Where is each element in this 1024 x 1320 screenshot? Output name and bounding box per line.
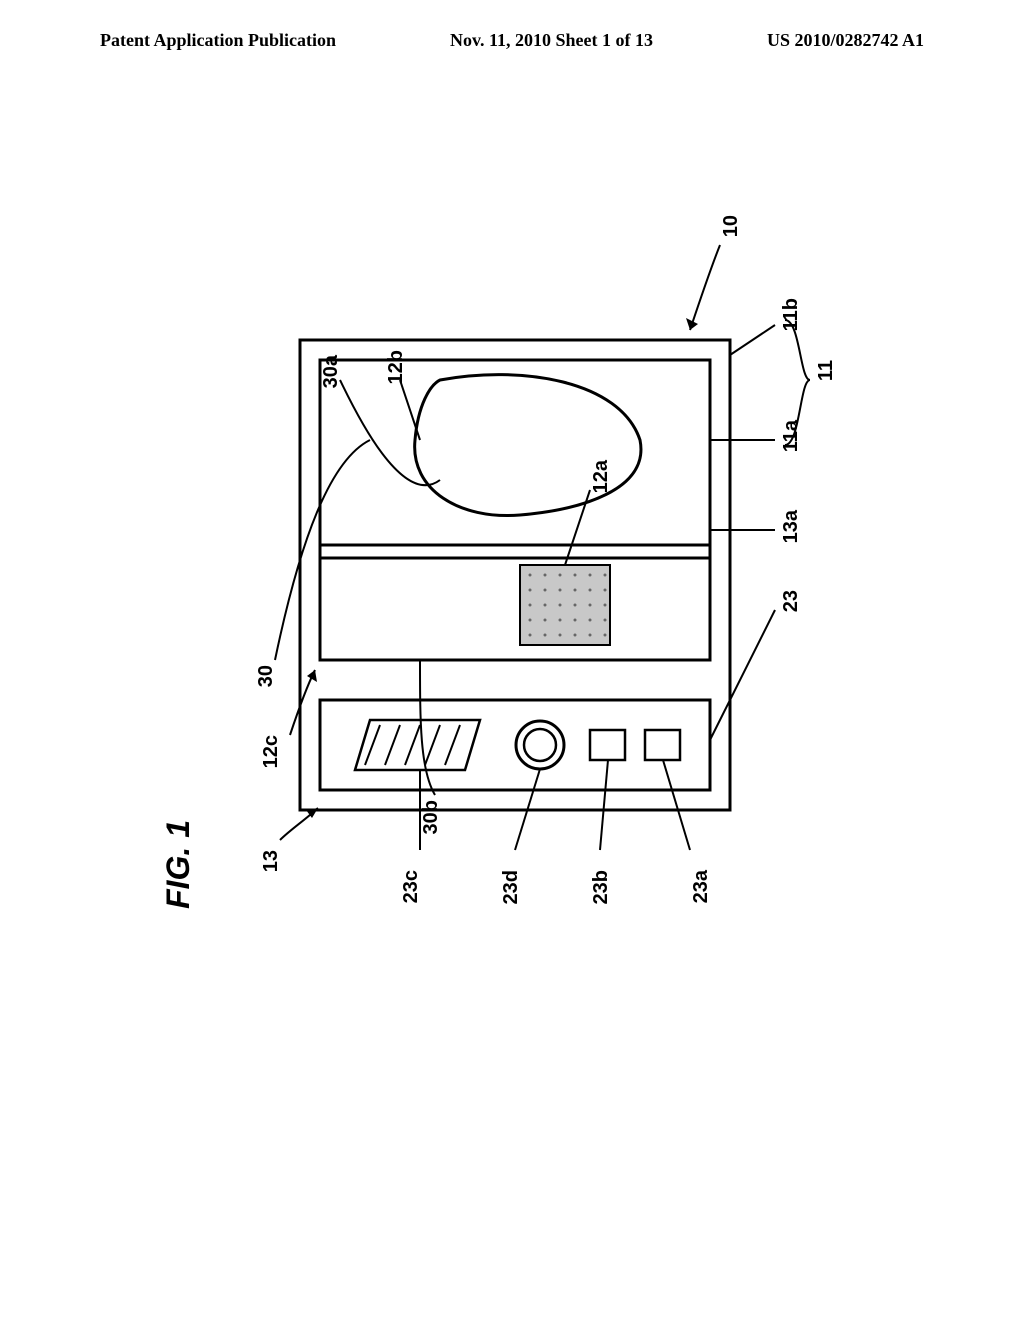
button-23b — [590, 730, 625, 760]
ref-11: 11 — [815, 360, 838, 381]
lead-10-arrow — [686, 318, 698, 330]
ref-12c: 12c — [260, 735, 283, 768]
lead-10 — [690, 245, 720, 330]
knob-23d-inner — [524, 729, 556, 761]
ref-12b: 12b — [385, 350, 408, 384]
figure-1-drawing — [220, 180, 820, 940]
ref-23d: 23d — [500, 870, 523, 904]
ref-23b: 23b — [590, 870, 613, 904]
header-left: Patent Application Publication — [100, 30, 336, 51]
figure-label: FIG. 1 — [160, 820, 197, 909]
lead-12c-arrow — [307, 670, 317, 682]
lead-12c — [290, 670, 315, 735]
page-header: Patent Application Publication Nov. 11, … — [0, 0, 1024, 80]
ref-23a: 23a — [690, 870, 713, 903]
ref-23c: 23c — [400, 870, 423, 903]
ref-13: 13 — [260, 850, 283, 872]
food-item-30a — [415, 375, 641, 516]
lead-11b — [730, 325, 775, 355]
ref-12a: 12a — [590, 460, 613, 493]
door-window — [320, 360, 710, 660]
ref-11b: 11b — [780, 298, 803, 331]
button-23a — [645, 730, 680, 760]
ref-30: 30 — [255, 665, 278, 687]
lead-30 — [275, 440, 370, 660]
lead-12a — [565, 490, 590, 565]
ref-11a: 11a — [780, 420, 803, 452]
ref-10: 10 — [720, 215, 743, 237]
ref-30a: 30a — [320, 355, 343, 388]
lead-23a — [663, 760, 690, 850]
lead-23 — [710, 610, 775, 740]
ref-23: 23 — [780, 590, 803, 612]
header-right: US 2010/0282742 A1 — [767, 30, 924, 51]
ref-30b: 30b — [420, 800, 443, 834]
lead-12b — [400, 380, 420, 440]
item-12a-box — [520, 565, 610, 645]
display-23c — [355, 720, 480, 770]
lead-23b — [600, 760, 608, 850]
header-center: Nov. 11, 2010 Sheet 1 of 13 — [450, 30, 653, 51]
ref-13a: 13a — [780, 510, 803, 543]
lead-30b — [420, 660, 435, 795]
